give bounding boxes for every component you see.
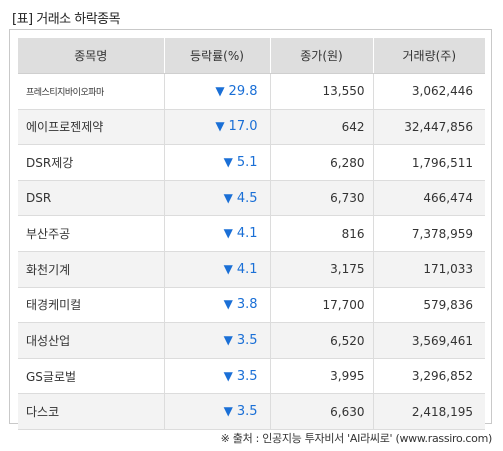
- close-price: 3,175: [270, 251, 374, 288]
- header-change-rate: 등락률(%): [163, 38, 270, 75]
- close-price: 13,550: [270, 73, 374, 110]
- stock-name: 대성산업: [18, 322, 165, 359]
- table-frame: 종목명 등락률(%) 종가(원) 거래량(주) 프레스티지바이오파마 ▼ 29.8…: [9, 29, 492, 431]
- change-rate: ▼ 3.8: [164, 287, 271, 324]
- down-triangle-icon: ▼: [223, 155, 233, 170]
- table-header-row: 종목명 등락률(%) 종가(원) 거래량(주): [18, 38, 485, 75]
- trade-volume: 171,033: [373, 251, 485, 288]
- change-rate: ▼ 3.5: [164, 358, 271, 395]
- change-rate: ▼ 5.1: [164, 144, 271, 181]
- stock-name: GS글로벌: [18, 358, 165, 395]
- header-stock-name: 종목명: [18, 38, 164, 75]
- down-triangle-icon: ▼: [223, 261, 233, 276]
- close-price: 816: [270, 215, 374, 253]
- down-triangle-icon: ▼: [223, 404, 233, 419]
- change-rate: ▼ 4.1: [164, 215, 271, 253]
- close-price: 6,730: [270, 180, 374, 217]
- table-row: 부산주공 ▼ 4.1 816 7,378,959: [18, 215, 485, 253]
- change-rate: ▼ 4.1: [164, 251, 271, 288]
- trade-volume: 3,296,852: [373, 358, 485, 395]
- table-row: 에이프로젠제약 ▼ 17.0 642 32,447,856: [18, 109, 485, 146]
- trade-volume: 466,474: [373, 180, 485, 217]
- stock-name: 다스코: [18, 393, 165, 431]
- header-close-price: 종가(원): [269, 38, 373, 75]
- down-triangle-icon: ▼: [223, 297, 233, 312]
- change-rate: ▼ 3.5: [164, 393, 271, 431]
- down-triangle-icon: ▼: [223, 333, 233, 348]
- stock-name: 부산주공: [18, 215, 165, 253]
- source-note: ※ 출처 : 인공지능 투자비서 'AI라씨로' (www.rassiro.co…: [220, 432, 493, 445]
- change-rate: ▼ 4.5: [164, 180, 271, 217]
- down-triangle-icon: ▼: [223, 368, 233, 383]
- down-triangle-icon: ▼: [215, 119, 225, 134]
- change-rate: ▼ 3.5: [164, 322, 271, 359]
- table-row: 대성산업 ▼ 3.5 6,520 3,569,461: [18, 322, 485, 359]
- table-row: 프레스티지바이오파마 ▼ 29.8 13,550 3,062,446: [18, 73, 485, 110]
- table-row: GS글로벌 ▼ 3.5 3,995 3,296,852: [18, 358, 485, 395]
- table-row: 화천기계 ▼ 4.1 3,175 171,033: [18, 251, 485, 288]
- trade-volume: 3,062,446: [373, 73, 485, 110]
- stock-name: 화천기계: [18, 251, 165, 288]
- table-row: 다스코 ▼ 3.5 6,630 2,418,195: [18, 393, 485, 431]
- change-rate: ▼ 17.0: [164, 109, 271, 146]
- trade-volume: 3,569,461: [373, 322, 485, 359]
- page-title: [표] 거래소 하락종목: [12, 12, 121, 27]
- down-triangle-icon: ▼: [215, 83, 225, 98]
- close-price: 6,520: [270, 322, 374, 359]
- close-price: 6,280: [270, 144, 374, 181]
- stock-name: DSR제강: [18, 144, 165, 181]
- close-price: 3,995: [270, 358, 374, 395]
- trade-volume: 1,796,511: [373, 144, 485, 181]
- stock-name: 프레스티지바이오파마: [18, 73, 165, 110]
- table-row: DSR제강 ▼ 5.1 6,280 1,796,511: [18, 144, 485, 181]
- trade-volume: 32,447,856: [373, 109, 485, 146]
- trade-volume: 579,836: [373, 287, 485, 324]
- close-price: 17,700: [270, 287, 374, 324]
- header-volume: 거래량(주): [372, 38, 485, 75]
- down-triangle-icon: ▼: [223, 190, 233, 205]
- change-rate: ▼ 29.8: [164, 73, 271, 110]
- close-price: 6,630: [270, 393, 374, 431]
- stock-name: DSR: [18, 180, 165, 217]
- trade-volume: 2,418,195: [373, 393, 485, 431]
- stock-name: 에이프로젠제약: [18, 109, 165, 146]
- table-row: 태경케미컬 ▼ 3.8 17,700 579,836: [18, 287, 485, 324]
- table-row: DSR ▼ 4.5 6,730 466,474: [18, 180, 485, 217]
- stock-name: 태경케미컬: [18, 287, 165, 324]
- trade-volume: 7,378,959: [373, 215, 485, 253]
- declining-stocks-table: 종목명 등락률(%) 종가(원) 거래량(주) 프레스티지바이오파마 ▼ 29.8…: [18, 38, 485, 431]
- close-price: 642: [270, 109, 374, 146]
- down-triangle-icon: ▼: [223, 226, 233, 241]
